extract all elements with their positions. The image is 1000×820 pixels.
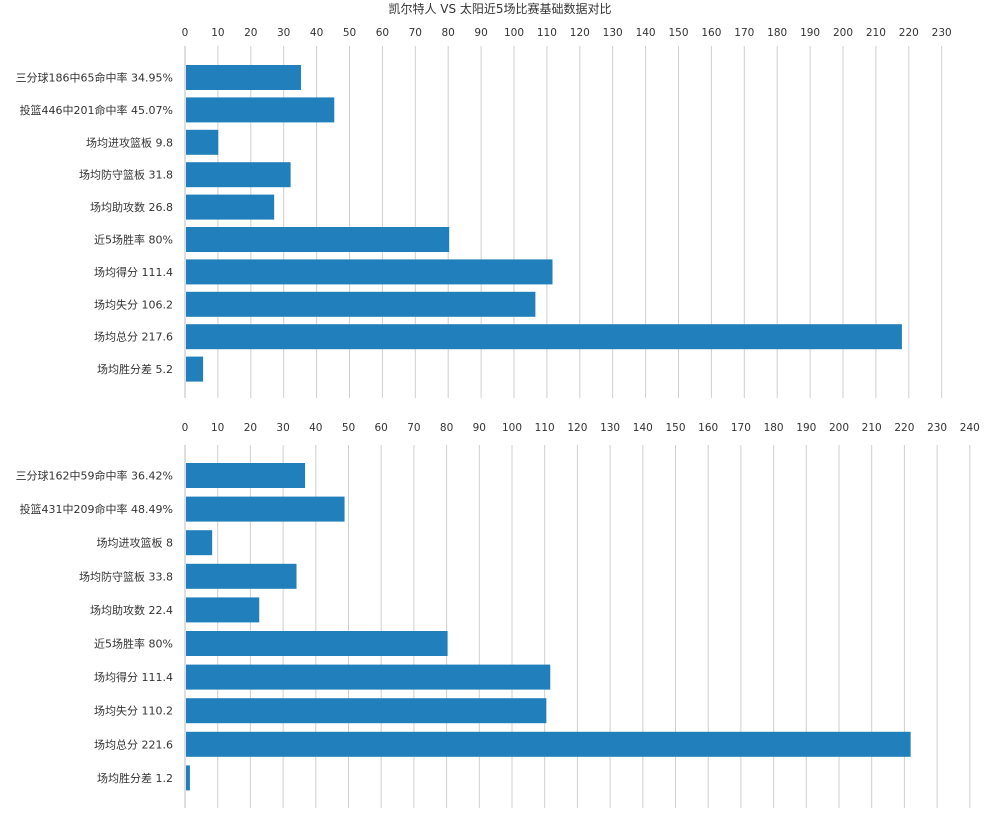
bar [186, 664, 551, 690]
bar [186, 731, 911, 757]
x-tick-label: 10 [211, 422, 224, 434]
category-label: 场均失分 110.2 [94, 704, 173, 718]
bar [186, 194, 275, 220]
category-label: 场均得分 111.4 [94, 670, 173, 684]
category-label: 场均胜分差 5.2 [97, 362, 173, 376]
x-tick-label: 90 [473, 422, 486, 434]
category-label: 场均总分 217.6 [94, 330, 173, 344]
category-label: 场均进攻篮板 9.8 [86, 135, 173, 149]
x-tick-label: 30 [276, 422, 289, 434]
x-tick-label: 180 [764, 422, 784, 434]
x-tick-label: 190 [800, 27, 820, 39]
category-label: 场均进攻篮板 8 [97, 536, 174, 550]
x-tick-label: 30 [277, 27, 290, 39]
bar [186, 765, 190, 791]
x-tick-label: 200 [833, 27, 853, 39]
x-tick-label: 170 [731, 422, 751, 434]
x-tick-label: 50 [342, 422, 355, 434]
x-tick-label: 150 [665, 422, 685, 434]
x-tick-label: 140 [636, 27, 656, 39]
x-tick-label: 70 [409, 27, 422, 39]
bar [186, 356, 204, 382]
bar [186, 463, 306, 488]
x-tick-label: 20 [244, 422, 257, 434]
x-tick-label: 180 [767, 27, 787, 39]
category-label: 场均防守篮板 33.8 [79, 569, 173, 583]
category-label: 场均得分 111.4 [94, 265, 173, 279]
chart-title: 凯尔特人 VS 太阳近5场比赛基础数据对比 [388, 1, 611, 16]
x-tick-label: 150 [668, 27, 688, 39]
category-label: 场均防守篮板 31.8 [79, 168, 173, 182]
x-tick-label: 130 [603, 27, 623, 39]
x-tick-label: 110 [535, 422, 555, 434]
bar [186, 259, 553, 285]
chart-panel-top: 0 10 20 30 40 50 60 70 80 90 100 110 120 130 140 150 160… [16, 27, 952, 398]
x-tick-label: 80 [442, 27, 455, 39]
category-label: 投篮446中201命中率 45.07% [20, 103, 173, 117]
x-tick-label: 110 [537, 27, 557, 39]
x-tick-label: 200 [829, 422, 849, 434]
x-tick-label: 230 [927, 422, 947, 434]
x-tick-label: 40 [309, 422, 322, 434]
category-label: 近5场胜率 80% [94, 637, 173, 651]
x-tick-label: 0 [182, 27, 189, 39]
bar [186, 530, 213, 556]
x-tick-label: 160 [698, 422, 718, 434]
bar [186, 563, 297, 589]
x-tick-label: 10 [211, 27, 224, 39]
x-tick-label: 50 [343, 27, 356, 39]
x-tick-label: 40 [310, 27, 323, 39]
x-tick-label: 90 [474, 27, 487, 39]
bar [186, 496, 345, 522]
category-label: 场均失分 106.2 [94, 297, 173, 311]
bar [186, 65, 301, 90]
x-tick-label: 140 [633, 422, 653, 434]
x-tick-label: 60 [376, 27, 389, 39]
chart-panel-bottom: 0 10 20 30 40 50 60 70 80 90 100 110 120 130 140 150 160… [16, 422, 980, 808]
category-label: 近5场胜率 80% [94, 233, 173, 247]
x-tick-label: 60 [375, 422, 388, 434]
x-tick-label: 130 [600, 422, 620, 434]
x-tick-label: 210 [862, 422, 882, 434]
x-tick-label: 220 [899, 27, 919, 39]
x-tick-label: 80 [440, 422, 453, 434]
x-tick-label: 170 [734, 27, 754, 39]
bar [186, 97, 335, 123]
x-tick-label: 190 [796, 422, 816, 434]
x-tick-label: 0 [182, 422, 189, 434]
bar [186, 227, 450, 252]
bar [186, 324, 902, 350]
x-tick-label: 160 [701, 27, 721, 39]
bar [186, 129, 219, 155]
x-tick-label: 230 [932, 27, 952, 39]
category-label: 三分球186中65命中率 34.95% [16, 71, 173, 85]
category-label: 场均胜分差 1.2 [97, 771, 173, 785]
x-tick-label: 120 [567, 422, 587, 434]
x-tick-label: 240 [960, 422, 980, 434]
x-tick-label: 70 [407, 422, 420, 434]
x-tick-label: 20 [244, 27, 257, 39]
category-label: 场均助攻数 22.4 [90, 603, 173, 617]
bar [186, 631, 448, 656]
bar [186, 698, 547, 724]
x-tick-label: 120 [570, 27, 590, 39]
bar [186, 597, 260, 623]
x-tick-label: 210 [866, 27, 886, 39]
category-label: 场均助攻数 26.8 [90, 200, 173, 214]
bar [186, 162, 291, 188]
category-label: 投篮431中209命中率 48.49% [20, 502, 173, 516]
category-label: 场均总分 221.6 [94, 737, 173, 751]
x-tick-label: 100 [502, 422, 522, 434]
x-tick-label: 100 [504, 27, 524, 39]
x-tick-label: 220 [894, 422, 914, 434]
bar [186, 291, 536, 317]
category-label: 三分球162中59命中率 36.42% [16, 469, 173, 483]
